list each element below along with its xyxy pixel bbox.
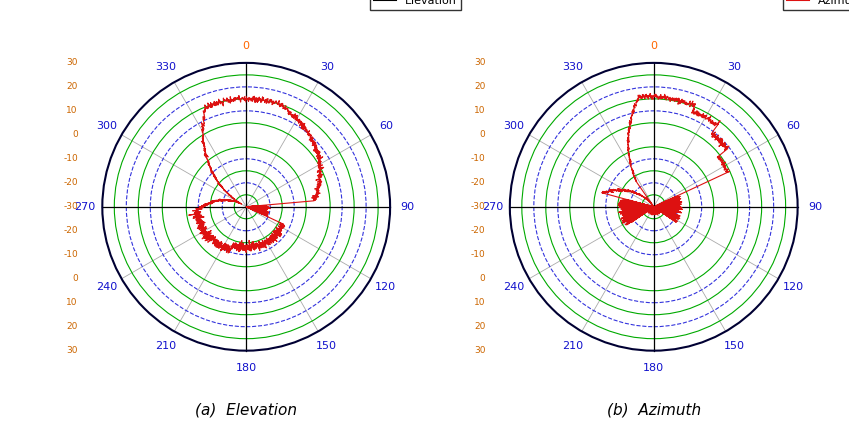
Text: 20: 20	[66, 322, 78, 331]
Text: -20: -20	[63, 179, 78, 187]
Text: -10: -10	[63, 154, 78, 163]
Text: 30: 30	[66, 346, 78, 355]
Text: -10: -10	[63, 250, 78, 259]
Text: 10: 10	[66, 298, 78, 307]
Text: 90: 90	[401, 202, 414, 212]
Text: 0: 0	[72, 130, 78, 139]
Text: 330: 330	[563, 62, 583, 72]
Text: 60: 60	[786, 121, 801, 131]
Text: 20: 20	[474, 82, 486, 92]
Text: 300: 300	[503, 121, 525, 131]
Text: 0: 0	[72, 274, 78, 283]
Legend: Azimuth: Azimuth	[783, 0, 849, 11]
Text: 180: 180	[644, 363, 664, 373]
Text: 20: 20	[474, 322, 486, 331]
Text: 30: 30	[728, 62, 741, 72]
Text: 240: 240	[503, 282, 525, 292]
Text: 210: 210	[155, 341, 177, 352]
Text: 0: 0	[480, 130, 486, 139]
Text: -30: -30	[63, 202, 78, 211]
Text: 240: 240	[96, 282, 117, 292]
Text: 30: 30	[474, 346, 486, 355]
Text: -30: -30	[470, 202, 486, 211]
Text: -10: -10	[470, 154, 486, 163]
Text: 20: 20	[66, 82, 78, 92]
Text: (b)  Azimuth: (b) Azimuth	[607, 403, 700, 418]
Text: 120: 120	[375, 282, 396, 292]
Text: (a)  Elevation: (a) Elevation	[195, 403, 297, 418]
Text: 0: 0	[650, 41, 657, 51]
Text: 10: 10	[474, 106, 486, 115]
Text: 60: 60	[379, 121, 393, 131]
Text: 330: 330	[155, 62, 176, 72]
Legend: Elevation: Elevation	[369, 0, 461, 11]
Text: 0: 0	[480, 274, 486, 283]
Text: 210: 210	[563, 341, 584, 352]
Text: 150: 150	[724, 341, 745, 352]
Text: 90: 90	[808, 202, 822, 212]
Text: 30: 30	[474, 58, 486, 68]
Text: 150: 150	[317, 341, 337, 352]
Text: -20: -20	[470, 179, 486, 187]
Text: -20: -20	[63, 226, 78, 235]
Text: 180: 180	[236, 363, 256, 373]
Text: 270: 270	[75, 202, 96, 212]
Text: 300: 300	[96, 121, 117, 131]
Text: -20: -20	[470, 226, 486, 235]
Text: 10: 10	[66, 106, 78, 115]
Text: 30: 30	[66, 58, 78, 68]
Text: -10: -10	[470, 250, 486, 259]
Text: 10: 10	[474, 298, 486, 307]
Text: 120: 120	[783, 282, 804, 292]
Text: 270: 270	[482, 202, 503, 212]
Text: 0: 0	[243, 41, 250, 51]
Text: 30: 30	[320, 62, 334, 72]
